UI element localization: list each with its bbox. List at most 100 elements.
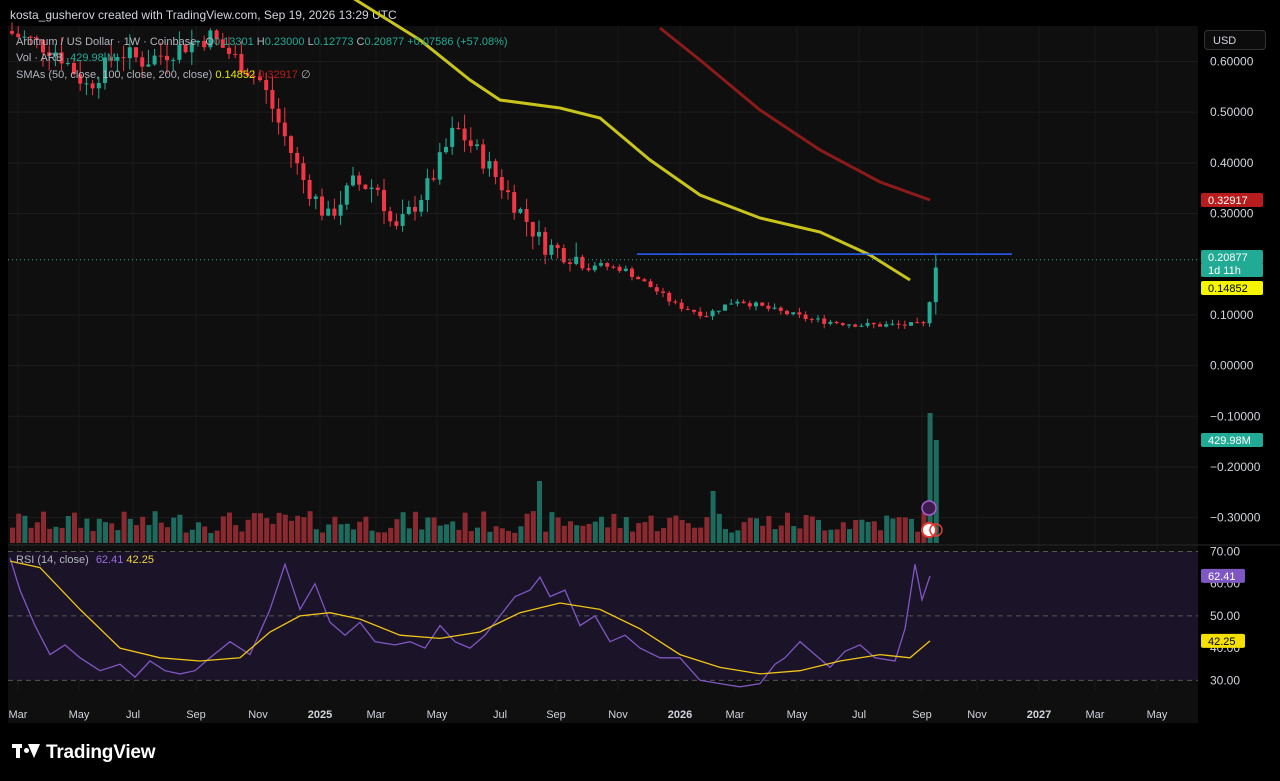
rsi-badge: [1201, 568, 1245, 583]
time-tick-label: Nov: [967, 709, 987, 721]
candle-body: [543, 231, 548, 255]
c-value: 0.20877: [364, 36, 405, 48]
candle-body: [313, 196, 318, 199]
volume-bar: [47, 528, 53, 543]
volume-bar: [456, 529, 462, 543]
volume-bar: [109, 523, 115, 543]
candle-body: [357, 175, 362, 185]
volume-bar: [183, 532, 189, 543]
candle-body: [326, 208, 331, 216]
sma-legend[interactable]: SMAs (50, close, 100, close, 200, close)…: [16, 68, 311, 81]
candle-body: [140, 57, 145, 67]
brand-name: TradingView: [46, 742, 156, 763]
candle-body: [822, 318, 827, 324]
time-tick-label: Mar: [367, 709, 386, 721]
candle-body: [623, 268, 628, 271]
chart-credit: kosta_gusherov created with TradingView.…: [10, 8, 397, 22]
candle-body: [654, 287, 659, 292]
change-value: +0.07586 (+57.08%): [407, 36, 508, 48]
volume-bar: [326, 524, 332, 543]
volume-bar: [289, 520, 294, 543]
volume-bar: [512, 532, 518, 543]
volume-bar: [890, 518, 896, 543]
rsi-tick-label: 30.00: [1210, 673, 1240, 687]
time-tick-label: Sep: [186, 709, 206, 721]
price-badge-label: 1d 11h: [1208, 265, 1241, 277]
candle-body: [661, 291, 665, 293]
time-tick-label: May: [1147, 709, 1168, 721]
price-tick-label: 0.00000: [1210, 359, 1254, 373]
candle-body: [549, 244, 554, 255]
candle-body: [859, 325, 864, 327]
volume-bar: [264, 518, 270, 543]
volume-bar: [933, 440, 939, 543]
candle-body: [270, 90, 275, 109]
candle-body: [307, 179, 312, 199]
sma50-value: 0.14852: [215, 69, 256, 81]
volume-bar: [630, 531, 635, 543]
candle-body: [72, 63, 76, 75]
candle-body: [754, 302, 758, 307]
candle-body: [47, 52, 52, 56]
volume-value: 429.98 M: [70, 52, 117, 64]
volume-bar: [834, 529, 840, 543]
candle-body: [853, 324, 858, 327]
candle-body: [437, 152, 442, 180]
candle-body: [475, 144, 479, 147]
l-value: 0.12773: [313, 36, 354, 48]
h-label: H: [256, 36, 265, 48]
candle-body: [413, 206, 417, 212]
volume-bar: [549, 512, 555, 543]
candle-body: [896, 323, 901, 325]
volume-bar: [22, 515, 28, 543]
volume-bar: [506, 530, 511, 543]
volume-bar: [282, 514, 288, 543]
volume-bar: [189, 529, 195, 543]
tradingview-logo[interactable]: TradingView: [12, 742, 156, 764]
sma100-value: 0.32917: [258, 69, 298, 81]
volume-bar: [871, 521, 877, 543]
volume-bar: [530, 511, 536, 543]
volume-legend[interactable]: Vol · ARB 429.98 M: [16, 52, 116, 64]
candle-body: [264, 80, 269, 91]
volume-bar: [115, 530, 121, 543]
volume-bar: [878, 530, 883, 543]
currency-button[interactable]: USD: [1204, 30, 1266, 50]
volume-bar: [344, 523, 350, 543]
volume-bar: [679, 520, 685, 543]
volume-bar: [611, 513, 617, 543]
o-value: 0.13301: [213, 36, 254, 48]
candle-body: [419, 200, 424, 212]
volume-bar: [28, 527, 34, 543]
price-tick-label: 0.60000: [1210, 54, 1254, 68]
candle-body: [791, 312, 796, 315]
volume-bar: [444, 524, 449, 543]
volume-bar: [766, 516, 772, 543]
volume-bar: [239, 531, 245, 543]
rsi-tick-label: 70.00: [1210, 544, 1240, 558]
candle-body: [425, 178, 430, 201]
volume-bar: [661, 527, 666, 543]
volume-bar: [338, 524, 344, 543]
candle-body: [592, 265, 597, 271]
volume-bar: [431, 517, 437, 543]
rsi-legend[interactable]: RSI (14, close) 62.41 42.25: [16, 554, 154, 566]
flash-event-icon: [921, 500, 937, 516]
sma200-value: ∅: [300, 69, 311, 81]
candle-body: [171, 59, 176, 61]
volume-bar: [797, 528, 803, 543]
volume-bar: [127, 518, 133, 543]
rsi-label: RSI (14, close): [16, 554, 89, 566]
candle-body: [809, 319, 814, 321]
candle-body: [692, 309, 696, 312]
candle-body: [537, 231, 541, 237]
volume-bar: [499, 528, 505, 543]
event-ring-icon: [929, 523, 943, 537]
volume-bar: [450, 521, 456, 543]
symbol-legend[interactable]: Arbitrum / US Dollar · 1W · Coinbase O0.…: [16, 36, 508, 48]
candle-body: [28, 36, 33, 38]
candle-body: [121, 57, 126, 59]
candle-body: [301, 163, 306, 180]
candle-body: [890, 323, 895, 325]
